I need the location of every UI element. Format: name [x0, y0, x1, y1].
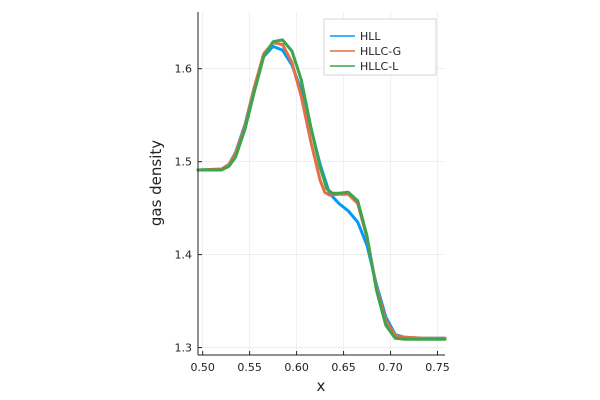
legend: HLL HLLC-G HLLC-L [323, 18, 437, 76]
y-tick-label: 1.6 [175, 63, 193, 76]
legend-box [323, 18, 437, 76]
legend-label-hll: HLL [360, 30, 381, 43]
y-tick-label: 1.3 [175, 342, 193, 355]
x-tick-label: 0.75 [425, 361, 450, 374]
series-line-hllc-l [196, 38, 447, 341]
series-layer [196, 38, 447, 341]
y-tick-label: 1.4 [175, 249, 193, 262]
x-tick-label: 0.60 [284, 361, 309, 374]
legend-label-hllc-g: HLLC-G [360, 45, 401, 58]
x-axis-title: x [317, 377, 326, 395]
y-tick-label: 1.5 [175, 156, 193, 169]
legend-label-hllc-l: HLLC-L [360, 60, 399, 73]
x-tick-label: 0.65 [331, 361, 356, 374]
ticks: 0.50 0.55 0.60 0.65 0.70 0.75 1.3 1.4 1.5 1.6 [175, 63, 450, 374]
x-tick-label: 0.70 [378, 361, 403, 374]
y-axis-title: gas density [147, 140, 165, 226]
x-tick-label: 0.55 [237, 361, 262, 374]
x-tick-label: 0.50 [190, 361, 215, 374]
